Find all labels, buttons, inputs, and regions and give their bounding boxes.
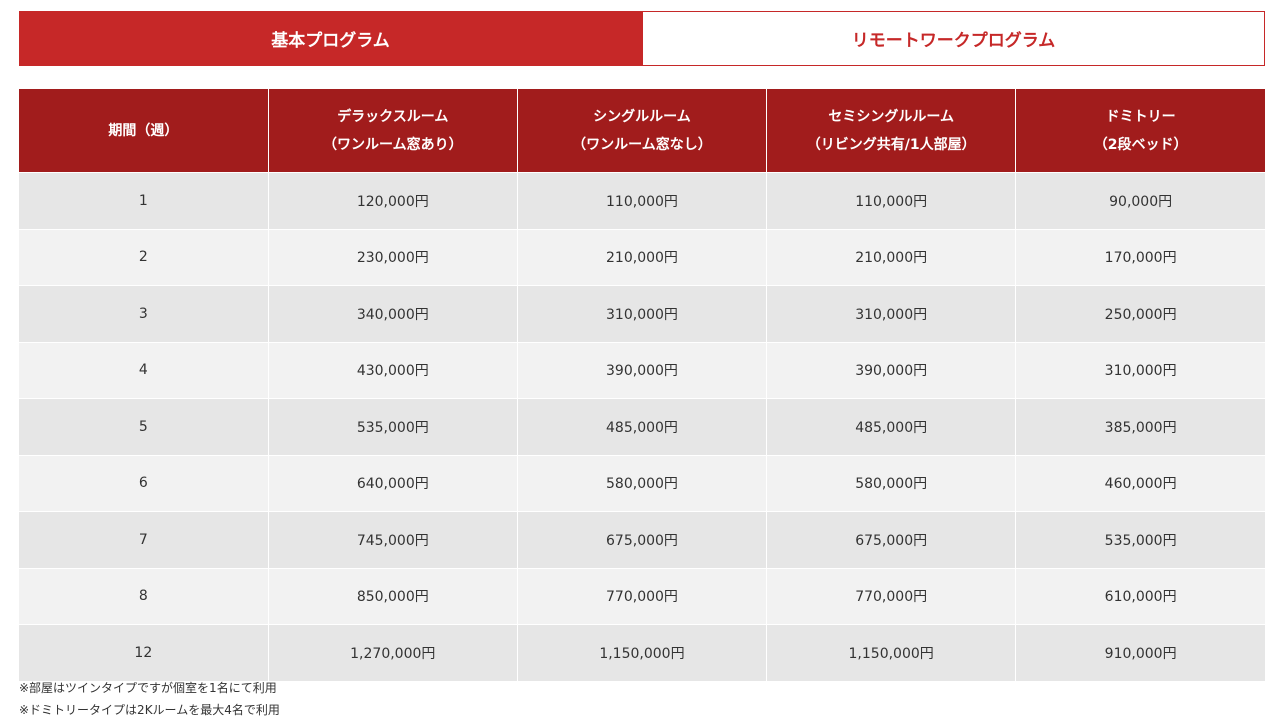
cell-deluxe-price: 430,000円	[268, 341, 518, 399]
cell-deluxe-price: 230,000円	[268, 228, 518, 286]
header-period-label: 期間（週）	[108, 122, 179, 139]
footnote-dormitory: ※ドミトリータイプは2Kルームを最大4名で利用	[19, 703, 280, 717]
header-period: 期間（週）	[19, 89, 269, 173]
cell-semi-single-price: 310,000円	[766, 285, 1017, 342]
header-dormitory: ドミトリー （2段ベッド）	[1015, 89, 1265, 173]
cell-single-price: 390,000円	[517, 341, 768, 399]
cell-dormitory-price: 535,000円	[1015, 511, 1265, 568]
header-deluxe-room-sub: （ワンルーム窓あり）	[322, 136, 463, 153]
cell-semi-single-price: 110,000円	[766, 172, 1017, 229]
cell-semi-single-price: 580,000円	[766, 454, 1017, 512]
cell-single-price: 210,000円	[517, 228, 768, 286]
cell-single-price: 770,000円	[517, 567, 768, 625]
header-single-room-sub: （ワンルーム窓なし）	[572, 136, 712, 153]
table-row: 6 640,000円 580,000円 580,000円 460,000円	[19, 454, 1265, 512]
cell-single-price: 110,000円	[517, 172, 768, 229]
cell-semi-single-price: 210,000円	[766, 228, 1017, 286]
cell-semi-single-price: 675,000円	[766, 511, 1017, 568]
cell-deluxe-price: 640,000円	[268, 454, 518, 512]
cell-period: 2	[19, 228, 269, 286]
cell-semi-single-price: 770,000円	[766, 567, 1017, 625]
cell-period: 4	[19, 341, 269, 399]
cell-single-price: 675,000円	[517, 511, 768, 568]
table-row: 1 120,000円 110,000円 110,000円 90,000円	[19, 172, 1265, 229]
cell-period: 6	[19, 454, 269, 512]
cell-deluxe-price: 850,000円	[268, 567, 518, 625]
cell-single-price: 1,150,000円	[517, 624, 768, 681]
cell-deluxe-price: 340,000円	[268, 285, 518, 342]
cell-dormitory-price: 460,000円	[1015, 454, 1265, 512]
cell-dormitory-price: 610,000円	[1015, 567, 1265, 625]
table-row: 5 535,000円 485,000円 485,000円 385,000円	[19, 398, 1265, 455]
cell-deluxe-price: 745,000円	[268, 511, 518, 568]
program-tabs: 基本プログラム リモートワークプログラム	[19, 11, 1265, 66]
header-dormitory-label: ドミトリー	[1105, 108, 1176, 125]
cell-dormitory-price: 910,000円	[1015, 624, 1265, 681]
cell-period: 1	[19, 172, 269, 229]
tab-basic-program[interactable]: 基本プログラム	[19, 11, 642, 66]
header-deluxe-room: デラックスルーム （ワンルーム窓あり）	[268, 89, 518, 173]
cell-dormitory-price: 250,000円	[1015, 285, 1265, 342]
cell-dormitory-price: 385,000円	[1015, 398, 1265, 455]
cell-single-price: 310,000円	[517, 285, 768, 342]
cell-dormitory-price: 170,000円	[1015, 228, 1265, 286]
cell-semi-single-price: 485,000円	[766, 398, 1017, 455]
table-row: 4 430,000円 390,000円 390,000円 310,000円	[19, 341, 1265, 399]
cell-period: 12	[19, 624, 269, 681]
table-header-row: 期間（週） デラックスルーム （ワンルーム窓あり） シングルルーム （ワンルーム…	[19, 89, 1265, 173]
cell-period: 3	[19, 285, 269, 342]
cell-dormitory-price: 310,000円	[1015, 341, 1265, 399]
header-dormitory-sub: （2段ベッド）	[1093, 136, 1188, 153]
table-row: 3 340,000円 310,000円 310,000円 250,000円	[19, 285, 1265, 342]
table-row: 12 1,270,000円 1,150,000円 1,150,000円 910,…	[19, 624, 1265, 681]
cell-deluxe-price: 535,000円	[268, 398, 518, 455]
header-semi-single-room-sub: （リビング共有/1人部屋）	[806, 136, 976, 153]
cell-single-price: 580,000円	[517, 454, 768, 512]
table-row: 7 745,000円 675,000円 675,000円 535,000円	[19, 511, 1265, 568]
header-single-room-label: シングルルーム	[593, 108, 691, 125]
header-deluxe-room-label: デラックスルーム	[337, 108, 449, 125]
cell-dormitory-price: 90,000円	[1015, 172, 1265, 229]
footnote-twin-room: ※部屋はツインタイプですが個室を1名にて利用	[19, 681, 277, 695]
header-single-room: シングルルーム （ワンルーム窓なし）	[517, 89, 768, 173]
price-table: 期間（週） デラックスルーム （ワンルーム窓あり） シングルルーム （ワンルーム…	[19, 89, 1265, 681]
cell-period: 8	[19, 567, 269, 625]
footnotes: ※部屋はツインタイプですが個室を1名にて利用 ※ドミトリータイプは2Kルームを最…	[19, 677, 280, 721]
cell-single-price: 485,000円	[517, 398, 768, 455]
cell-period: 7	[19, 511, 269, 568]
table-row: 2 230,000円 210,000円 210,000円 170,000円	[19, 228, 1265, 286]
cell-deluxe-price: 1,270,000円	[268, 624, 518, 681]
tab-remote-work-program[interactable]: リモートワークプログラム	[642, 11, 1265, 66]
header-semi-single-room: セミシングルルーム （リビング共有/1人部屋）	[766, 89, 1017, 173]
table-row: 8 850,000円 770,000円 770,000円 610,000円	[19, 567, 1265, 625]
header-semi-single-room-label: セミシングルルーム	[828, 108, 954, 125]
cell-deluxe-price: 120,000円	[268, 172, 518, 229]
cell-semi-single-price: 390,000円	[766, 341, 1017, 399]
cell-semi-single-price: 1,150,000円	[766, 624, 1017, 681]
cell-period: 5	[19, 398, 269, 455]
